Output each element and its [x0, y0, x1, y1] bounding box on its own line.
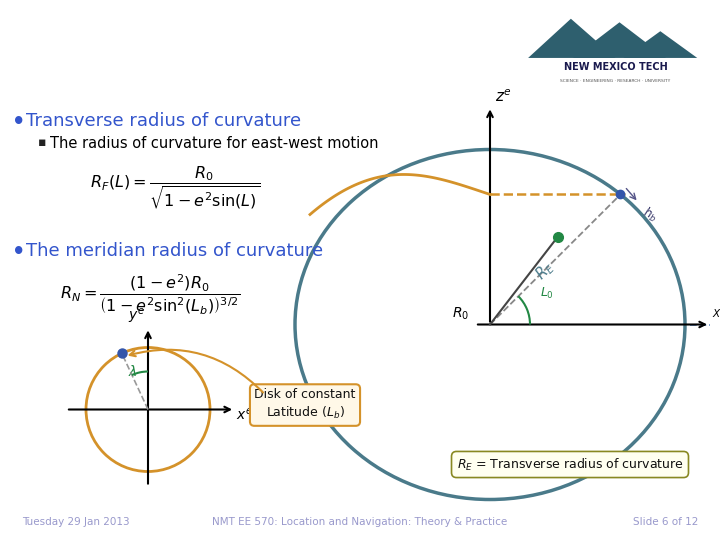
Text: SCIENCE · ENGINEERING · RESEARCH · UNIVERSITY: SCIENCE · ENGINEERING · RESEARCH · UNIVE… — [560, 79, 671, 83]
Polygon shape — [573, 22, 666, 58]
Polygon shape — [624, 31, 697, 58]
Text: $X^e/Y^e$ plane: $X^e/Y^e$ plane — [712, 308, 720, 322]
Text: The meridian radius of curvature: The meridian radius of curvature — [26, 242, 323, 260]
Text: $x^e$: $x^e$ — [236, 407, 253, 422]
Text: $R_E$ = Transverse radius of curvature: $R_E$ = Transverse radius of curvature — [456, 456, 683, 472]
Text: Slide 6 of 12: Slide 6 of 12 — [633, 517, 698, 528]
Text: $z^e$: $z^e$ — [495, 88, 512, 105]
Text: Navigation Mathematics :: Navigation Mathematics : — [11, 17, 353, 41]
Text: $y^e$: $y^e$ — [128, 307, 145, 326]
Text: $R_E$: $R_E$ — [532, 258, 559, 284]
Text: ▪: ▪ — [38, 137, 47, 150]
Text: Disk of constant
Latitude $(L_b)$: Disk of constant Latitude $(L_b)$ — [254, 388, 356, 421]
Text: Tuesday 29 Jan 2013: Tuesday 29 Jan 2013 — [22, 517, 129, 528]
Text: $h_b$: $h_b$ — [641, 205, 660, 225]
Polygon shape — [528, 19, 616, 58]
Text: NEW MEXICO TECH: NEW MEXICO TECH — [564, 62, 667, 72]
Text: $L_0$: $L_0$ — [540, 286, 554, 301]
Text: NMT EE 570: Location and Navigation: Theory & Practice: NMT EE 570: Location and Navigation: The… — [212, 517, 508, 528]
Text: •: • — [12, 112, 25, 132]
Text: The radius of curvature for east-west motion: The radius of curvature for east-west mo… — [50, 137, 379, 152]
Text: Earth surface and Gravity - Earth Modeling: Earth surface and Gravity - Earth Modeli… — [11, 57, 366, 75]
Text: $R_F(L) = \dfrac{R_0}{\sqrt{1 - e^2\sin(L)}}$: $R_F(L) = \dfrac{R_0}{\sqrt{1 - e^2\sin(… — [90, 165, 260, 211]
Text: $\lambda$: $\lambda$ — [128, 363, 138, 379]
Text: $R_N = \dfrac{\left(1 - e^2\right)R_0}{\left(1 - e^2\sin^2\!\left(L_b\right)\rig: $R_N = \dfrac{\left(1 - e^2\right)R_0}{\… — [60, 273, 240, 316]
Text: $R_0$: $R_0$ — [452, 305, 469, 321]
Text: Transverse radius of curvature: Transverse radius of curvature — [26, 112, 301, 131]
Text: •: • — [12, 242, 25, 262]
